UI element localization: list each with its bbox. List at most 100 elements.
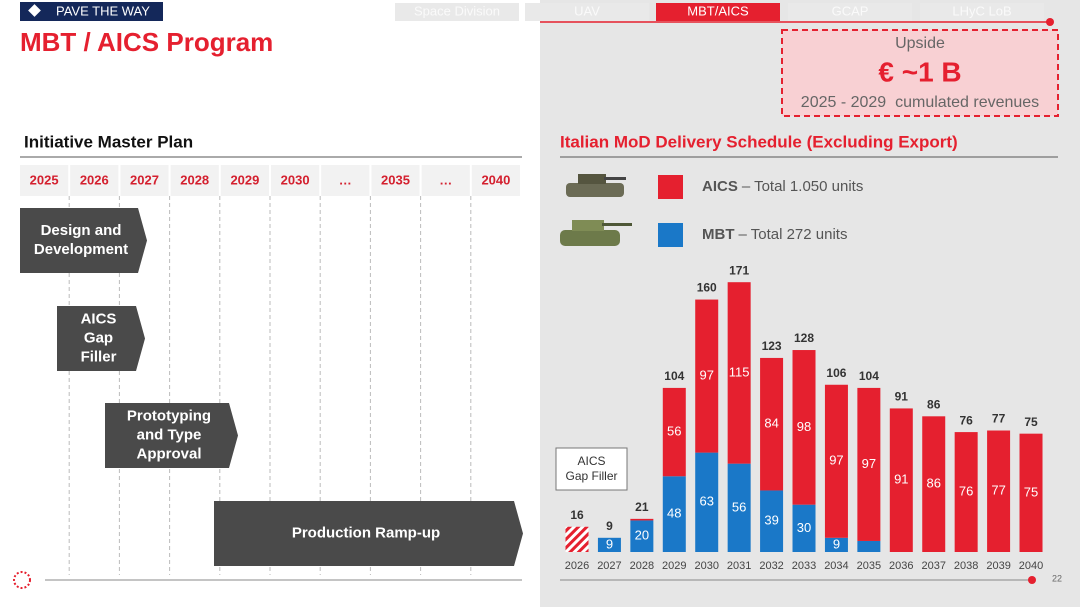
bar-segment: [630, 520, 654, 552]
bar-segment: [695, 299, 719, 453]
bar-segment: [597, 537, 621, 552]
x-tick-label: 2027: [597, 560, 621, 572]
task-label: Development: [34, 241, 128, 258]
x-tick-label: 2035: [857, 560, 881, 572]
year-label: …: [439, 172, 452, 187]
segment-label: 77: [991, 483, 1005, 498]
bar-segment: [792, 504, 816, 552]
year-label: 2027: [130, 172, 159, 187]
year-cell: [220, 165, 269, 196]
segment-label: 30: [797, 520, 811, 535]
brand-logo: [28, 4, 41, 17]
bar-segment: [792, 350, 816, 505]
segment-label: 9: [606, 536, 613, 551]
total-label: 16: [570, 508, 584, 522]
bar-segment: [565, 526, 589, 552]
master-plan: 2025 2026 2027 2028 2029 2030 … 2035 … 2040 Design…: [20, 165, 523, 575]
upside-value: € ~1 B: [878, 56, 961, 87]
segment-label: 20: [635, 528, 649, 543]
tab: [788, 3, 912, 21]
legend-name: MBT: [702, 226, 735, 243]
x-tick-label: 2039: [986, 560, 1010, 572]
legend-label: MBT – Total 272 units: [702, 226, 847, 243]
segment-label: 56: [667, 424, 681, 439]
year-label: 2025: [30, 172, 59, 187]
bar-segment: [760, 490, 784, 552]
legend-label: AICS – Total 1.050 units: [702, 178, 863, 195]
bar-segment: [760, 357, 784, 491]
tabs: Space Division UAV MBT/AICS GCAP LHyC LoB: [395, 3, 1044, 21]
legend-swatch: [658, 223, 683, 247]
segment-label: 91: [894, 472, 908, 487]
bar-segment: [987, 430, 1011, 552]
task-label: Gap: [84, 329, 113, 346]
bar-segment: [857, 540, 881, 552]
x-tick-label: 2029: [662, 560, 686, 572]
year-cell: [321, 165, 370, 196]
task-label: Filler: [81, 348, 117, 365]
total-label: 21: [635, 500, 649, 514]
x-tick-label: 2040: [1019, 560, 1043, 572]
total-label: 171: [729, 263, 749, 277]
bar-segment: [662, 387, 686, 477]
task-label: Design and: [41, 222, 122, 239]
upside-box: [781, 29, 1059, 117]
tank-icon-aics: [566, 174, 626, 197]
bar-segment: [727, 282, 751, 464]
total-label: 77: [992, 412, 1006, 426]
legend-note: – Total 1.050 units: [742, 178, 863, 195]
page-number: 22: [1052, 573, 1062, 583]
segment-label: 97: [829, 453, 843, 468]
year-cell: [371, 165, 420, 196]
bar-segment: [630, 518, 654, 521]
task-chevron: [214, 501, 523, 566]
segment-label: 86: [926, 476, 940, 491]
year-label: 2035: [381, 172, 410, 187]
bar-segment: [695, 452, 719, 552]
tab-label: LHyC LoB: [952, 3, 1011, 18]
total-label: 9: [606, 519, 613, 533]
task-label: Prototyping: [127, 407, 211, 424]
tab-label: MBT/AICS: [687, 3, 749, 18]
bar-segment: [922, 416, 946, 552]
year-label: 2030: [281, 172, 310, 187]
x-tick-label: 2032: [759, 560, 783, 572]
x-tick-label: 2038: [954, 560, 978, 572]
footer-logo: [13, 571, 31, 589]
total-label: 86: [927, 397, 941, 411]
x-tick-label: 2026: [565, 560, 589, 572]
x-tick-label: 2031: [727, 560, 751, 572]
upside-note: 2025 - 2029 cumulated revenues: [801, 94, 1039, 111]
tab-label: UAV: [574, 3, 600, 18]
year-label: 2029: [230, 172, 259, 187]
header-dot: [1046, 18, 1054, 26]
legend-note: – Total 272 units: [739, 226, 848, 243]
task-chevron: [57, 306, 145, 371]
upside-title: Upside: [895, 35, 945, 52]
x-tick-label: 2033: [792, 560, 816, 572]
year-cell: [471, 165, 520, 196]
tab: [525, 3, 649, 21]
year-label: 2026: [80, 172, 109, 187]
segment-label: 75: [1024, 484, 1038, 499]
year-cell: [170, 165, 219, 196]
brand: PAVE THE WAY: [56, 3, 150, 18]
task-chevron: [105, 403, 238, 468]
chart-title: Italian MoD Delivery Schedule (Excluding…: [560, 132, 958, 151]
tab: [656, 3, 780, 21]
plan-title: Initiative Master Plan: [24, 132, 193, 151]
bar-segment: [1019, 433, 1043, 552]
total-label: 128: [794, 331, 814, 345]
year-cell: [120, 165, 169, 196]
bar-segment: [857, 387, 881, 541]
annotation-text: AICS: [577, 454, 605, 468]
task-label: Production Ramp-up: [292, 524, 440, 541]
bar-segment: [889, 408, 913, 552]
segment-label: 115: [729, 364, 750, 379]
task-label: Approval: [136, 445, 201, 462]
chart-footer-dot: [1028, 576, 1036, 584]
total-label: 104: [859, 369, 879, 383]
year-label: …: [339, 172, 352, 187]
